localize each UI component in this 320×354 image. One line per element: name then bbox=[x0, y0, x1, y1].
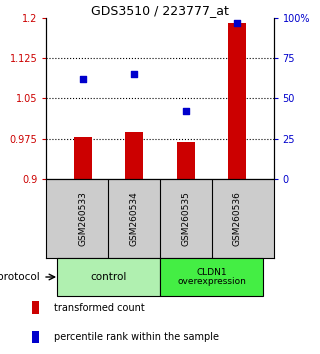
Bar bbox=[125, 132, 143, 179]
Bar bbox=[177, 142, 195, 179]
Point bbox=[132, 71, 137, 77]
Bar bbox=[57, 258, 160, 296]
Text: transformed count: transformed count bbox=[54, 303, 145, 313]
Point bbox=[183, 108, 188, 114]
Text: percentile rank within the sample: percentile rank within the sample bbox=[54, 332, 220, 342]
Bar bbox=[32, 331, 39, 343]
Bar bbox=[32, 301, 39, 314]
Bar bbox=[74, 137, 92, 179]
Text: CLDN1
overexpression: CLDN1 overexpression bbox=[177, 268, 246, 286]
Bar bbox=[228, 23, 246, 179]
Text: GSM260533: GSM260533 bbox=[78, 191, 87, 246]
Point bbox=[235, 20, 240, 25]
Text: GSM260536: GSM260536 bbox=[233, 191, 242, 246]
Text: protocol: protocol bbox=[0, 272, 40, 282]
Title: GDS3510 / 223777_at: GDS3510 / 223777_at bbox=[91, 4, 229, 17]
Text: GSM260535: GSM260535 bbox=[181, 191, 190, 246]
Text: GSM260534: GSM260534 bbox=[130, 191, 139, 246]
Text: control: control bbox=[90, 272, 126, 282]
Bar bbox=[160, 258, 263, 296]
Point bbox=[80, 76, 85, 82]
